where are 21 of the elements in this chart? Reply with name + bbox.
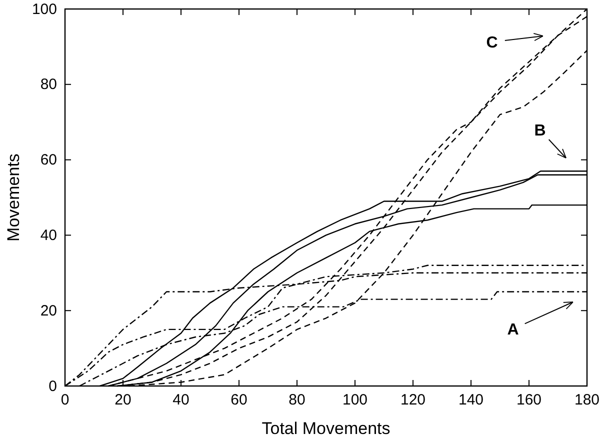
y-tick-label: 0 xyxy=(48,378,57,395)
y-axis-title: Movements xyxy=(4,154,23,242)
x-tick-label: 40 xyxy=(172,392,190,409)
annotation: A xyxy=(507,322,520,339)
x-tick-label: 120 xyxy=(400,392,426,409)
x-tick-label: 20 xyxy=(114,392,132,409)
annotation: B xyxy=(534,122,546,140)
x-tick-label: 0 xyxy=(60,392,70,409)
x-tick-label: 160 xyxy=(516,392,542,409)
y-tick-label: 40 xyxy=(40,227,57,244)
y-tick-label: 80 xyxy=(40,76,57,94)
annotation: C xyxy=(486,34,498,52)
x-tick-label: 180 xyxy=(574,392,600,409)
x-tick-label: 80 xyxy=(288,392,306,409)
y-tick-label: 20 xyxy=(40,302,57,320)
x-tick-label: 140 xyxy=(458,392,484,409)
x-tick-label: 60 xyxy=(230,392,248,409)
y-tick-label: 60 xyxy=(40,152,57,169)
x-axis-title: Total Movements xyxy=(262,419,390,438)
x-tick-label: 100 xyxy=(342,392,368,409)
y-tick-label: 100 xyxy=(32,0,57,18)
